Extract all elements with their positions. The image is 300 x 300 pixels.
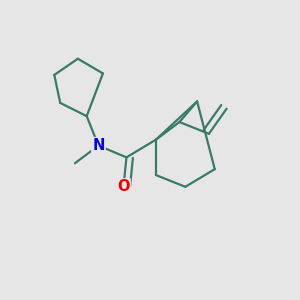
Text: N: N	[92, 138, 105, 153]
Text: O: O	[117, 179, 130, 194]
